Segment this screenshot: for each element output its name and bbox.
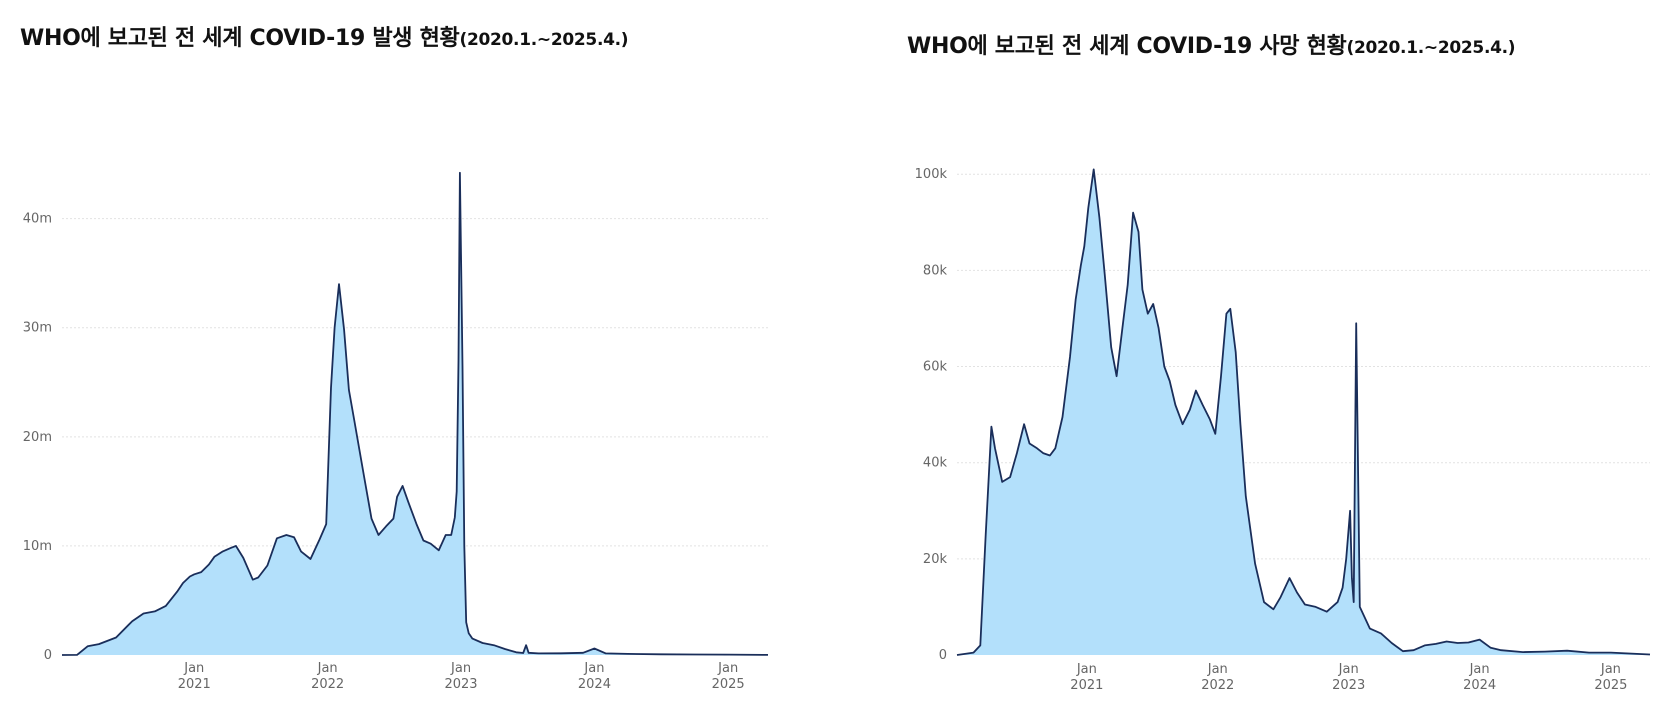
x-tick-month-0: Jan (183, 661, 204, 676)
chart-subtitle-deaths: (2020.1.~2025.4.) (1346, 38, 1516, 58)
y-tick-label: 0 (44, 648, 52, 663)
chart-title-deaths-main: WHO에 보고된 전 세계 COVID-19 사망 현황 (907, 34, 1347, 59)
chart-title-cases-main: WHO에 보고된 전 세계 COVID-19 발생 현황 (20, 26, 460, 51)
x-tick-year-4: 2025 (712, 677, 745, 692)
x-tick-month-4: Jan (717, 661, 738, 676)
chart-title-deaths: WHO에 보고된 전 세계 COVID-19 사망 현황(2020.1.~202… (907, 28, 1516, 60)
y-tick-label: 30m (23, 321, 52, 336)
x-tick-year-1: 2022 (311, 677, 344, 692)
x-tick-year-3: 2024 (578, 677, 611, 692)
chart-title-cases: WHO에 보고된 전 세계 COVID-19 발생 현황(2020.1.~202… (20, 20, 629, 52)
x-tick-year-2: 2023 (444, 677, 477, 692)
y-tick-label: 20m (23, 430, 52, 445)
chart-subtitle-cases: (2020.1.~2025.4.) (459, 30, 629, 50)
series-area (62, 172, 768, 656)
y-tick-label: 10m (23, 539, 52, 554)
y-tick-label: 40m (23, 212, 52, 227)
x-tick-month-3: Jan (583, 661, 604, 676)
x-tick-month-1: Jan (317, 661, 338, 676)
x-tick-year-0: 2021 (178, 677, 211, 692)
x-tick-month-2: Jan (450, 661, 471, 676)
series-line (61, 171, 769, 656)
